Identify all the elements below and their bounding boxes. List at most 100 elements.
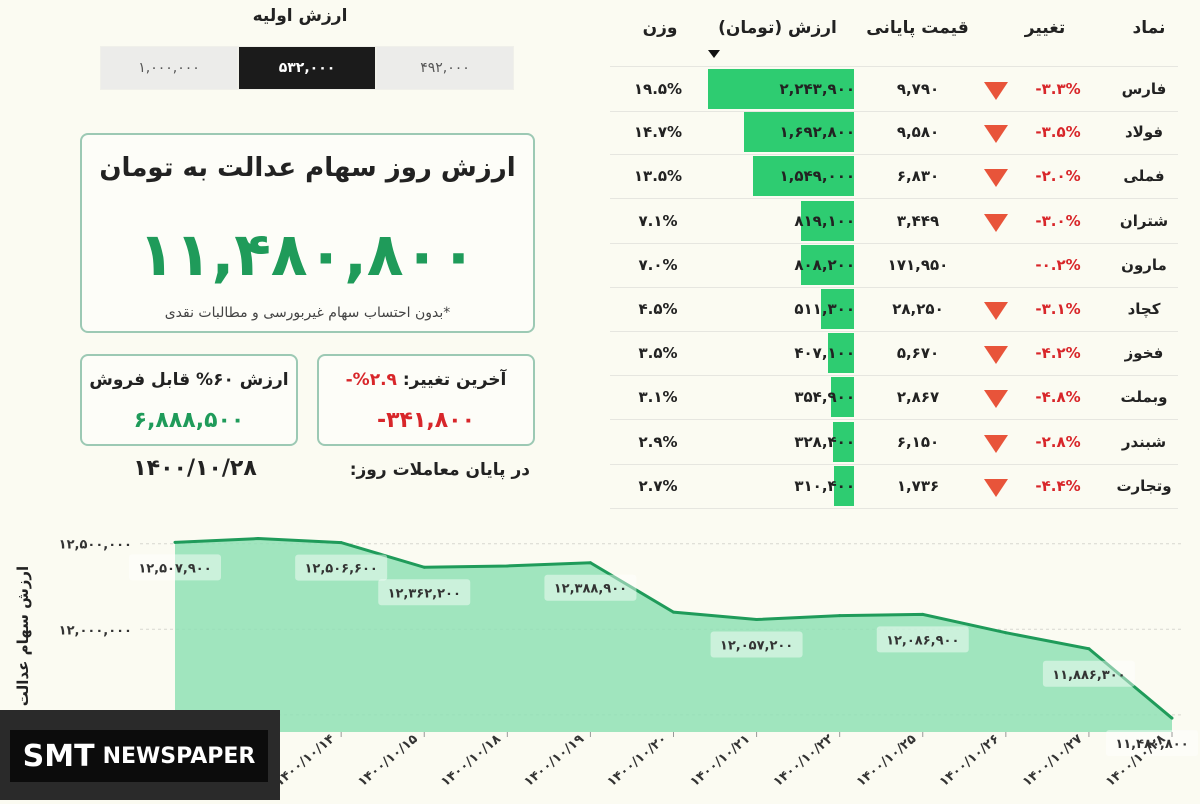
table-row[interactable]: فخوز -۴.۲% ۵,۶۷۰ ۴۰۷,۱۰۰ ۳.۵% [610, 331, 1178, 377]
data-point [339, 541, 343, 545]
value-bar [828, 333, 854, 374]
data-label: ۱۲,۳۶۲,۲۰۰ [388, 586, 461, 601]
sellable-value: ۶,۸۸۸,۵۰۰ [133, 408, 245, 433]
symbol-cell: فملی [1123, 167, 1165, 186]
table-row[interactable]: کچاد -۳.۱% ۲۸,۲۵۰ ۵۱۱,۳۰۰ ۴.۵% [610, 287, 1178, 332]
justice-share-value-card: ارزش روز سهام عدالت به تومان ۱۱,۴۸۰,۸۰۰ … [80, 133, 535, 333]
price-cell: ۶,۸۳۰ [896, 167, 940, 186]
data-point [422, 565, 426, 569]
data-point [672, 610, 675, 614]
logo-text-smt: SMT [22, 738, 95, 774]
total-value: ۱۱,۴۸۰,۸۰۰ [138, 220, 477, 290]
change-cell: -۳.۰% [1035, 211, 1081, 230]
weight-cell: ۲.۷% [638, 476, 678, 495]
x-tick-label: ۱۴۰۰/۱۰/۲۵ [854, 732, 920, 790]
symbol-cell: فارس [1121, 80, 1167, 98]
price-cell: ۹,۵۸۰ [896, 123, 940, 142]
weight-cell: ۱۹.۵% [633, 80, 683, 98]
last-change-label: آخرین تغییر: [402, 370, 507, 390]
data-point [755, 617, 759, 621]
symbol-cell: فخوز [1124, 344, 1164, 363]
price-cell: ۳,۴۴۹ [896, 211, 940, 230]
table-row[interactable]: فملی -۲.۰% ۶,۸۳۰ ۱,۵۴۹,۰۰۰ ۱۳.۵% [610, 154, 1178, 200]
data-point [1087, 647, 1091, 651]
data-label: ۱۲,۰۸۶,۹۰۰ [886, 633, 959, 648]
initial-value-option-532000[interactable]: ۵۳۲,۰۰۰ [238, 46, 376, 90]
value-cell: ۲,۲۴۳,۹۰۰ [779, 80, 855, 98]
x-tick-label: ۱۴۰۰/۱۰/۱۴ [272, 732, 338, 790]
price-cell: ۲۸,۲۵۰ [892, 300, 944, 318]
initial-value-option-492000[interactable]: ۴۹۲,۰۰۰ [376, 46, 514, 90]
header-price[interactable]: قیمت پایانی [866, 18, 969, 38]
y-axis-label: ارزش سهام عدالت [14, 566, 32, 706]
symbol-cell: کچاد [1127, 300, 1161, 318]
table-row[interactable]: وبملت -۴.۸% ۲,۸۶۷ ۳۵۴,۹۰۰ ۳.۱% [610, 375, 1178, 421]
header-change[interactable]: تغییر [1024, 18, 1066, 38]
table-row[interactable]: شتران -۳.۰% ۳,۴۴۹ ۸۱۹,۱۰۰ ۷.۱% [610, 199, 1178, 244]
data-point [505, 564, 509, 568]
sort-desc-icon [708, 50, 720, 58]
data-label: ۱۲,۳۸۸,۹۰۰ [554, 582, 627, 597]
symbol-cell: وتجارت [1116, 476, 1172, 495]
price-cell: ۱,۷۳۶ [896, 476, 940, 495]
x-tick-label: ۱۴۰۰/۱۰/۲۱ [688, 732, 754, 790]
down-arrow-icon [984, 82, 1008, 100]
change-cell: -۲.۰% [1035, 167, 1081, 186]
data-label-bg [1106, 730, 1198, 757]
x-tick-label: ۱۴۰۰/۱۰/۱۸ [438, 732, 504, 790]
smt-newspaper-logo: SMT NEWSPAPER [10, 730, 268, 782]
down-arrow-icon [984, 302, 1008, 320]
value-bar [833, 421, 854, 462]
down-arrow-icon [984, 478, 1008, 497]
logo-text-newspaper: NEWSPAPER [102, 743, 256, 769]
data-label-bg [710, 631, 803, 658]
symbol-cell: فولاد [1124, 123, 1164, 142]
weight-cell: ۷.۰% [638, 255, 678, 274]
value-bar [821, 289, 854, 329]
y-tick-label: ۱۲,۰۰۰,۰۰۰ [59, 623, 132, 638]
x-tick-label: ۱۴۰۰/۱۰/۱۹ [521, 732, 587, 790]
change-cell: -۳.۵% [1035, 123, 1081, 142]
data-point [921, 612, 925, 616]
table-row[interactable]: فارس -۳.۳% ۹,۷۹۰ ۲,۲۴۳,۹۰۰ ۱۹.۵% [610, 66, 1178, 112]
initial-value-option-1000000[interactable]: ۱,۰۰۰,۰۰۰ [100, 46, 238, 90]
last-change-label-row: آخرین تغییر: ۲.۹%- [319, 370, 533, 390]
header-value[interactable]: ارزش (تومان) [718, 18, 837, 38]
down-arrow-icon [984, 169, 1008, 188]
value-cell: ۸۱۹,۱۰۰ [794, 211, 855, 230]
data-point [1170, 716, 1174, 720]
weight-cell: ۲.۹% [638, 432, 678, 451]
down-arrow-icon [984, 346, 1008, 365]
table-header: نماد تغییر قیمت پایانی ارزش (تومان) وزن [610, 0, 1178, 62]
symbol-cell: شبندر [1121, 432, 1167, 451]
data-label-bg [876, 626, 969, 653]
data-label-bg [544, 574, 637, 601]
initial-value-title: ارزش اولیه [252, 6, 348, 26]
weight-cell: ۳.۵% [638, 344, 678, 363]
value-bar [753, 156, 854, 197]
header-weight[interactable]: وزن [642, 18, 678, 38]
table-row[interactable]: مارون -۰.۲% ۱۷۱,۹۵۰ ۸۰۸,۲۰۰ ۷.۰% [610, 243, 1178, 288]
y-tick-label: ۱۲,۵۰۰,۰۰۰ [59, 538, 132, 553]
data-label-bg [295, 554, 388, 581]
weight-cell: ۳.۱% [638, 388, 678, 407]
table-row[interactable]: فولاد -۳.۵% ۹,۵۸۰ ۱,۶۹۲,۸۰۰ ۱۴.۷% [610, 110, 1178, 156]
data-point [1004, 631, 1008, 635]
change-cell: -۳.۳% [1035, 80, 1081, 98]
last-change-percent: ۲.۹%- [345, 370, 397, 390]
weight-cell: ۷.۱% [638, 211, 678, 230]
table-row[interactable]: وتجارت -۴.۴% ۱,۷۳۶ ۳۱۰,۴۰۰ ۲.۷% [610, 464, 1178, 509]
symbol-cell: مارون [1121, 255, 1167, 274]
initial-value-selector: ۱,۰۰۰,۰۰۰ ۵۳۲,۰۰۰ ۴۹۲,۰۰۰ [100, 46, 514, 90]
area-fill [175, 538, 1172, 732]
symbol-cell: وبملت [1120, 388, 1168, 407]
change-cell: -۴.۸% [1035, 388, 1081, 407]
header-symbol[interactable]: نماد [1132, 18, 1166, 38]
table-row[interactable]: شبندر -۲.۸% ۶,۱۵۰ ۳۲۸,۴۰۰ ۲.۹% [610, 420, 1178, 465]
symbol-cell: شتران [1119, 211, 1169, 230]
sellable-value-card: ارزش ۶۰% قابل فروش ۶,۸۸۸,۵۰۰ [80, 354, 298, 446]
sellable-label: ارزش ۶۰% قابل فروش [89, 370, 289, 390]
change-cell: -۰.۲% [1035, 255, 1081, 274]
price-cell: ۶,۱۵۰ [896, 432, 940, 451]
x-tick-label: ۱۴۰۰/۱۰/۲۰ [605, 732, 671, 790]
